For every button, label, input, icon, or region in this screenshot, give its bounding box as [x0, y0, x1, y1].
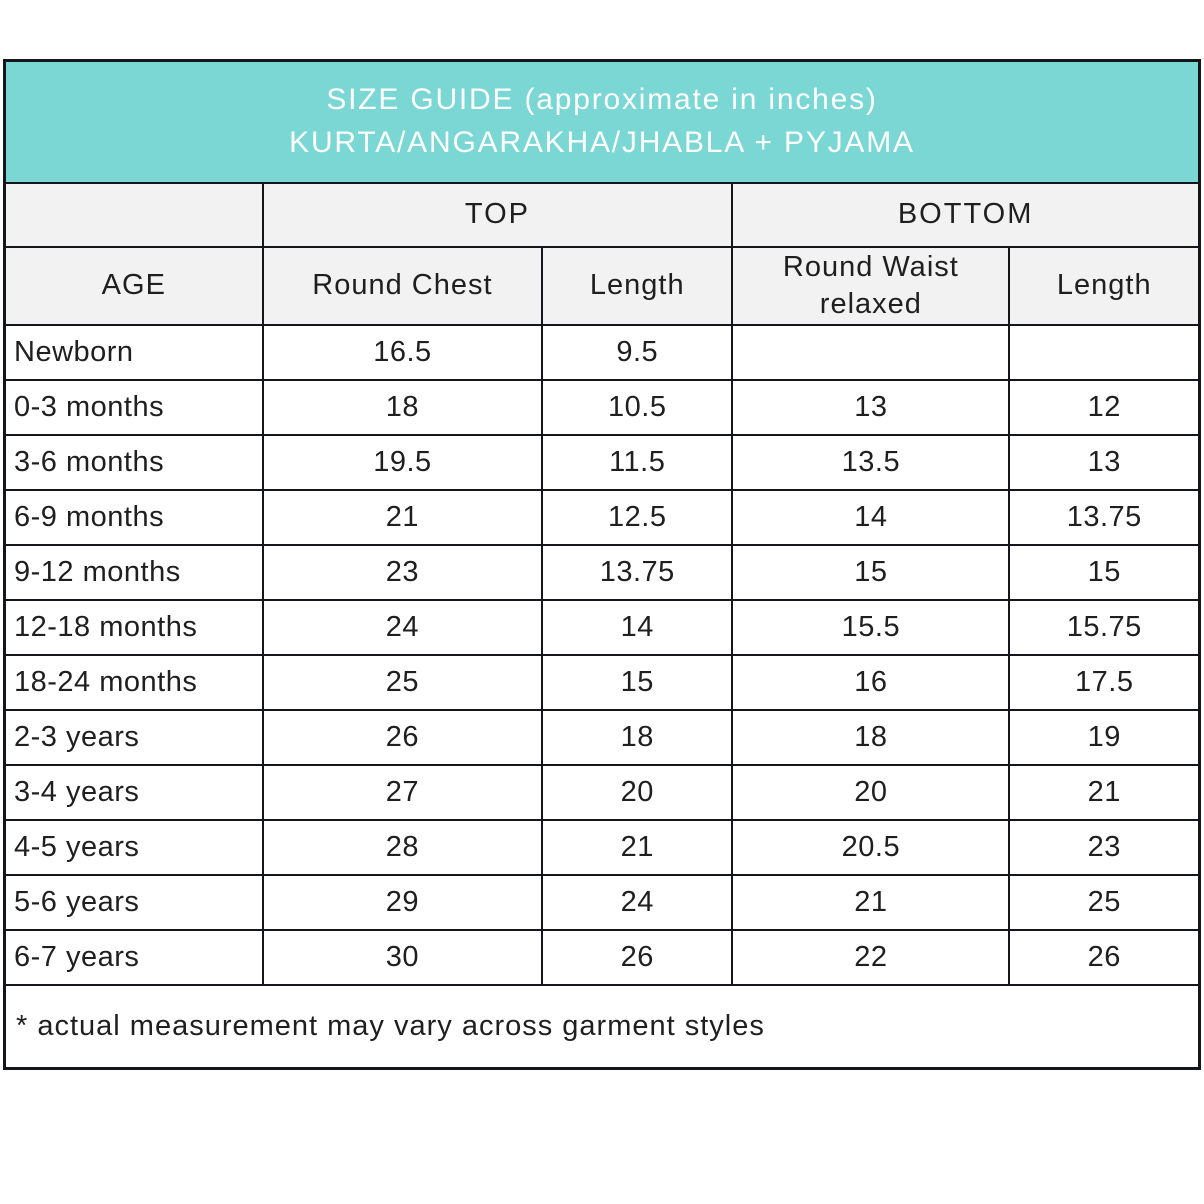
- bottom-length-cell: 19: [1008, 708, 1201, 766]
- table-row: 3-6 months 19.5 11.5 13.5 13: [3, 433, 1201, 491]
- age-cell: 5-6 years: [3, 873, 264, 931]
- bottom-length-cell: 21: [1008, 763, 1201, 821]
- bottom-length-cell: 12: [1008, 378, 1201, 436]
- col-header-round-waist: Round Waist relaxed: [731, 245, 1011, 326]
- round-waist-cell: 15: [731, 543, 1011, 601]
- group-header-empty: [3, 181, 264, 248]
- bottom-length-cell: 23: [1008, 818, 1201, 876]
- table-row: 5-6 years 29 24 21 25: [3, 873, 1201, 931]
- bottom-length-cell: 13: [1008, 433, 1201, 491]
- round-waist-cell: 20: [731, 763, 1011, 821]
- col-header-age: AGE: [3, 245, 264, 326]
- round-waist-cell: 13: [731, 378, 1011, 436]
- col-header-round-chest: Round Chest: [261, 245, 544, 326]
- top-length-cell: 12.5: [541, 488, 734, 546]
- banner-row: SIZE GUIDE (approximate in inches) KURTA…: [3, 59, 1201, 184]
- round-waist-cell: 16: [731, 653, 1011, 711]
- table-row: 6-7 years 30 26 22 26: [3, 928, 1201, 986]
- bottom-length-cell: 15.75: [1008, 598, 1201, 656]
- age-cell: 18-24 months: [3, 653, 264, 711]
- age-cell: 3-6 months: [3, 433, 264, 491]
- round-waist-cell: 22: [731, 928, 1011, 986]
- size-guide-table: SIZE GUIDE (approximate in inches) KURTA…: [3, 59, 1201, 1070]
- round-waist-cell: [731, 323, 1011, 381]
- age-cell: 6-7 years: [3, 928, 264, 986]
- table-row: 18-24 months 25 15 16 17.5: [3, 653, 1201, 711]
- age-cell: 4-5 years: [3, 818, 264, 876]
- round-chest-cell: 16.5: [261, 323, 544, 381]
- round-waist-cell: 21: [731, 873, 1011, 931]
- age-cell: 9-12 months: [3, 543, 264, 601]
- bottom-length-cell: 13.75: [1008, 488, 1201, 546]
- round-chest-cell: 27: [261, 763, 544, 821]
- table-row: 6-9 months 21 12.5 14 13.75: [3, 488, 1201, 546]
- top-length-cell: 13.75: [541, 543, 734, 601]
- column-header-row: AGE Round Chest Length Round Waist relax…: [3, 245, 1201, 326]
- table-row: 12-18 months 24 14 15.5 15.75: [3, 598, 1201, 656]
- round-chest-cell: 19.5: [261, 433, 544, 491]
- round-chest-cell: 29: [261, 873, 544, 931]
- table-row: 3-4 years 27 20 20 21: [3, 763, 1201, 821]
- round-chest-cell: 25: [261, 653, 544, 711]
- round-waist-cell: 15.5: [731, 598, 1011, 656]
- group-header-row: TOP BOTTOM: [3, 181, 1201, 248]
- banner: SIZE GUIDE (approximate in inches) KURTA…: [3, 59, 1201, 184]
- table-row: 4-5 years 28 21 20.5 23: [3, 818, 1201, 876]
- top-length-cell: 14: [541, 598, 734, 656]
- col-header-bottom-length: Length: [1008, 245, 1201, 326]
- top-length-cell: 24: [541, 873, 734, 931]
- top-length-cell: 11.5: [541, 433, 734, 491]
- table-row: Newborn 16.5 9.5: [3, 323, 1201, 381]
- top-length-cell: 26: [541, 928, 734, 986]
- group-header-bottom: BOTTOM: [731, 181, 1201, 248]
- top-length-cell: 21: [541, 818, 734, 876]
- bottom-length-cell: 26: [1008, 928, 1201, 986]
- bottom-length-cell: 25: [1008, 873, 1201, 931]
- age-cell: 12-18 months: [3, 598, 264, 656]
- table-row: 9-12 months 23 13.75 15 15: [3, 543, 1201, 601]
- table-row: 2-3 years 26 18 18 19: [3, 708, 1201, 766]
- round-waist-cell: 18: [731, 708, 1011, 766]
- round-waist-cell: 13.5: [731, 433, 1011, 491]
- footnote: * actual measurement may vary across gar…: [3, 983, 1201, 1070]
- round-chest-cell: 30: [261, 928, 544, 986]
- age-cell: 6-9 months: [3, 488, 264, 546]
- top-length-cell: 15: [541, 653, 734, 711]
- top-length-cell: 10.5: [541, 378, 734, 436]
- round-chest-cell: 21: [261, 488, 544, 546]
- bottom-length-cell: 15: [1008, 543, 1201, 601]
- top-length-cell: 18: [541, 708, 734, 766]
- age-cell: Newborn: [3, 323, 264, 381]
- round-chest-cell: 18: [261, 378, 544, 436]
- age-cell: 0-3 months: [3, 378, 264, 436]
- round-chest-cell: 26: [261, 708, 544, 766]
- bottom-length-cell: 17.5: [1008, 653, 1201, 711]
- banner-title: SIZE GUIDE (approximate in inches): [326, 83, 878, 117]
- round-chest-cell: 24: [261, 598, 544, 656]
- age-cell: 2-3 years: [3, 708, 264, 766]
- round-chest-cell: 23: [261, 543, 544, 601]
- round-waist-cell: 14: [731, 488, 1011, 546]
- top-length-cell: 20: [541, 763, 734, 821]
- bottom-length-cell: [1008, 323, 1201, 381]
- col-header-top-length: Length: [541, 245, 734, 326]
- banner-subtitle: KURTA/ANGARAKHA/JHABLA + PYJAMA: [289, 125, 915, 159]
- table-row: 0-3 months 18 10.5 13 12: [3, 378, 1201, 436]
- footnote-row: * actual measurement may vary across gar…: [3, 983, 1201, 1070]
- age-cell: 3-4 years: [3, 763, 264, 821]
- group-header-top: TOP: [261, 181, 734, 248]
- round-waist-cell: 20.5: [731, 818, 1011, 876]
- top-length-cell: 9.5: [541, 323, 734, 381]
- round-chest-cell: 28: [261, 818, 544, 876]
